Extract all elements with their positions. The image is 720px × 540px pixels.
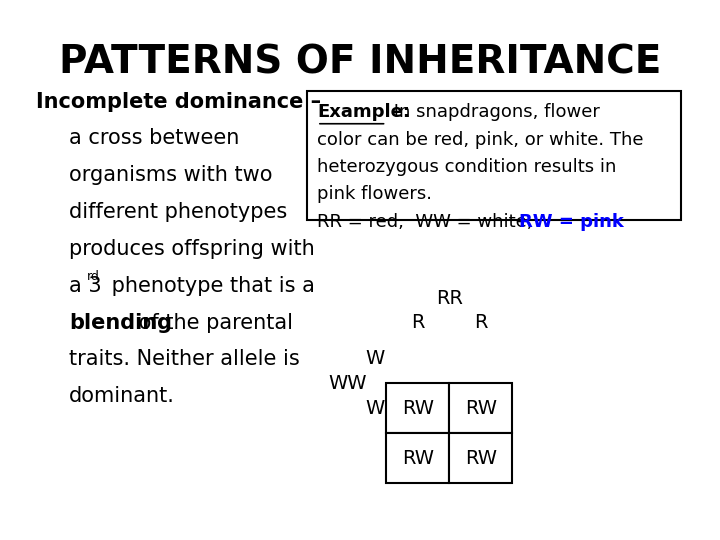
Bar: [307, 91, 681, 220]
Text: phenotype that is a: phenotype that is a: [105, 276, 315, 296]
Text: W: W: [365, 399, 384, 417]
Text: rd: rd: [87, 271, 100, 284]
Text: a cross between: a cross between: [69, 129, 239, 148]
Text: color can be red, pink, or white. The: color can be red, pink, or white. The: [317, 131, 644, 149]
Text: Example:: Example:: [317, 103, 410, 121]
Bar: [387, 383, 449, 433]
Text: pink flowers.: pink flowers.: [317, 185, 432, 203]
Text: RR: RR: [436, 289, 463, 308]
Text: PATTERNS OF INHERITANCE: PATTERNS OF INHERITANCE: [59, 44, 661, 82]
Text: of the parental: of the parental: [132, 313, 293, 333]
Bar: [449, 383, 512, 433]
Text: blending: blending: [69, 313, 172, 333]
Text: produces offspring with: produces offspring with: [69, 239, 315, 259]
Text: R: R: [411, 313, 425, 332]
Text: dominant.: dominant.: [69, 386, 175, 406]
Text: RW: RW: [465, 449, 497, 468]
Text: W: W: [365, 349, 384, 368]
Bar: [449, 433, 512, 483]
Text: Incomplete dominance –: Incomplete dominance –: [36, 92, 321, 112]
Text: RW: RW: [402, 449, 434, 468]
Bar: [387, 433, 449, 483]
Text: organisms with two: organisms with two: [69, 165, 272, 185]
Text: heterozygous condition results in: heterozygous condition results in: [317, 158, 616, 176]
Text: RW = pink: RW = pink: [519, 213, 624, 231]
Text: RW: RW: [465, 399, 497, 417]
Text: R: R: [474, 313, 487, 332]
Text: WW: WW: [329, 374, 367, 393]
Text: a 3: a 3: [69, 276, 102, 296]
Text: RR = red,  WW = white,: RR = red, WW = white,: [317, 213, 544, 231]
Text: traits. Neither allele is: traits. Neither allele is: [69, 349, 300, 369]
Text: In snapdragons, flower: In snapdragons, flower: [389, 103, 600, 121]
Text: different phenotypes: different phenotypes: [69, 202, 287, 222]
Text: RW: RW: [402, 399, 434, 417]
